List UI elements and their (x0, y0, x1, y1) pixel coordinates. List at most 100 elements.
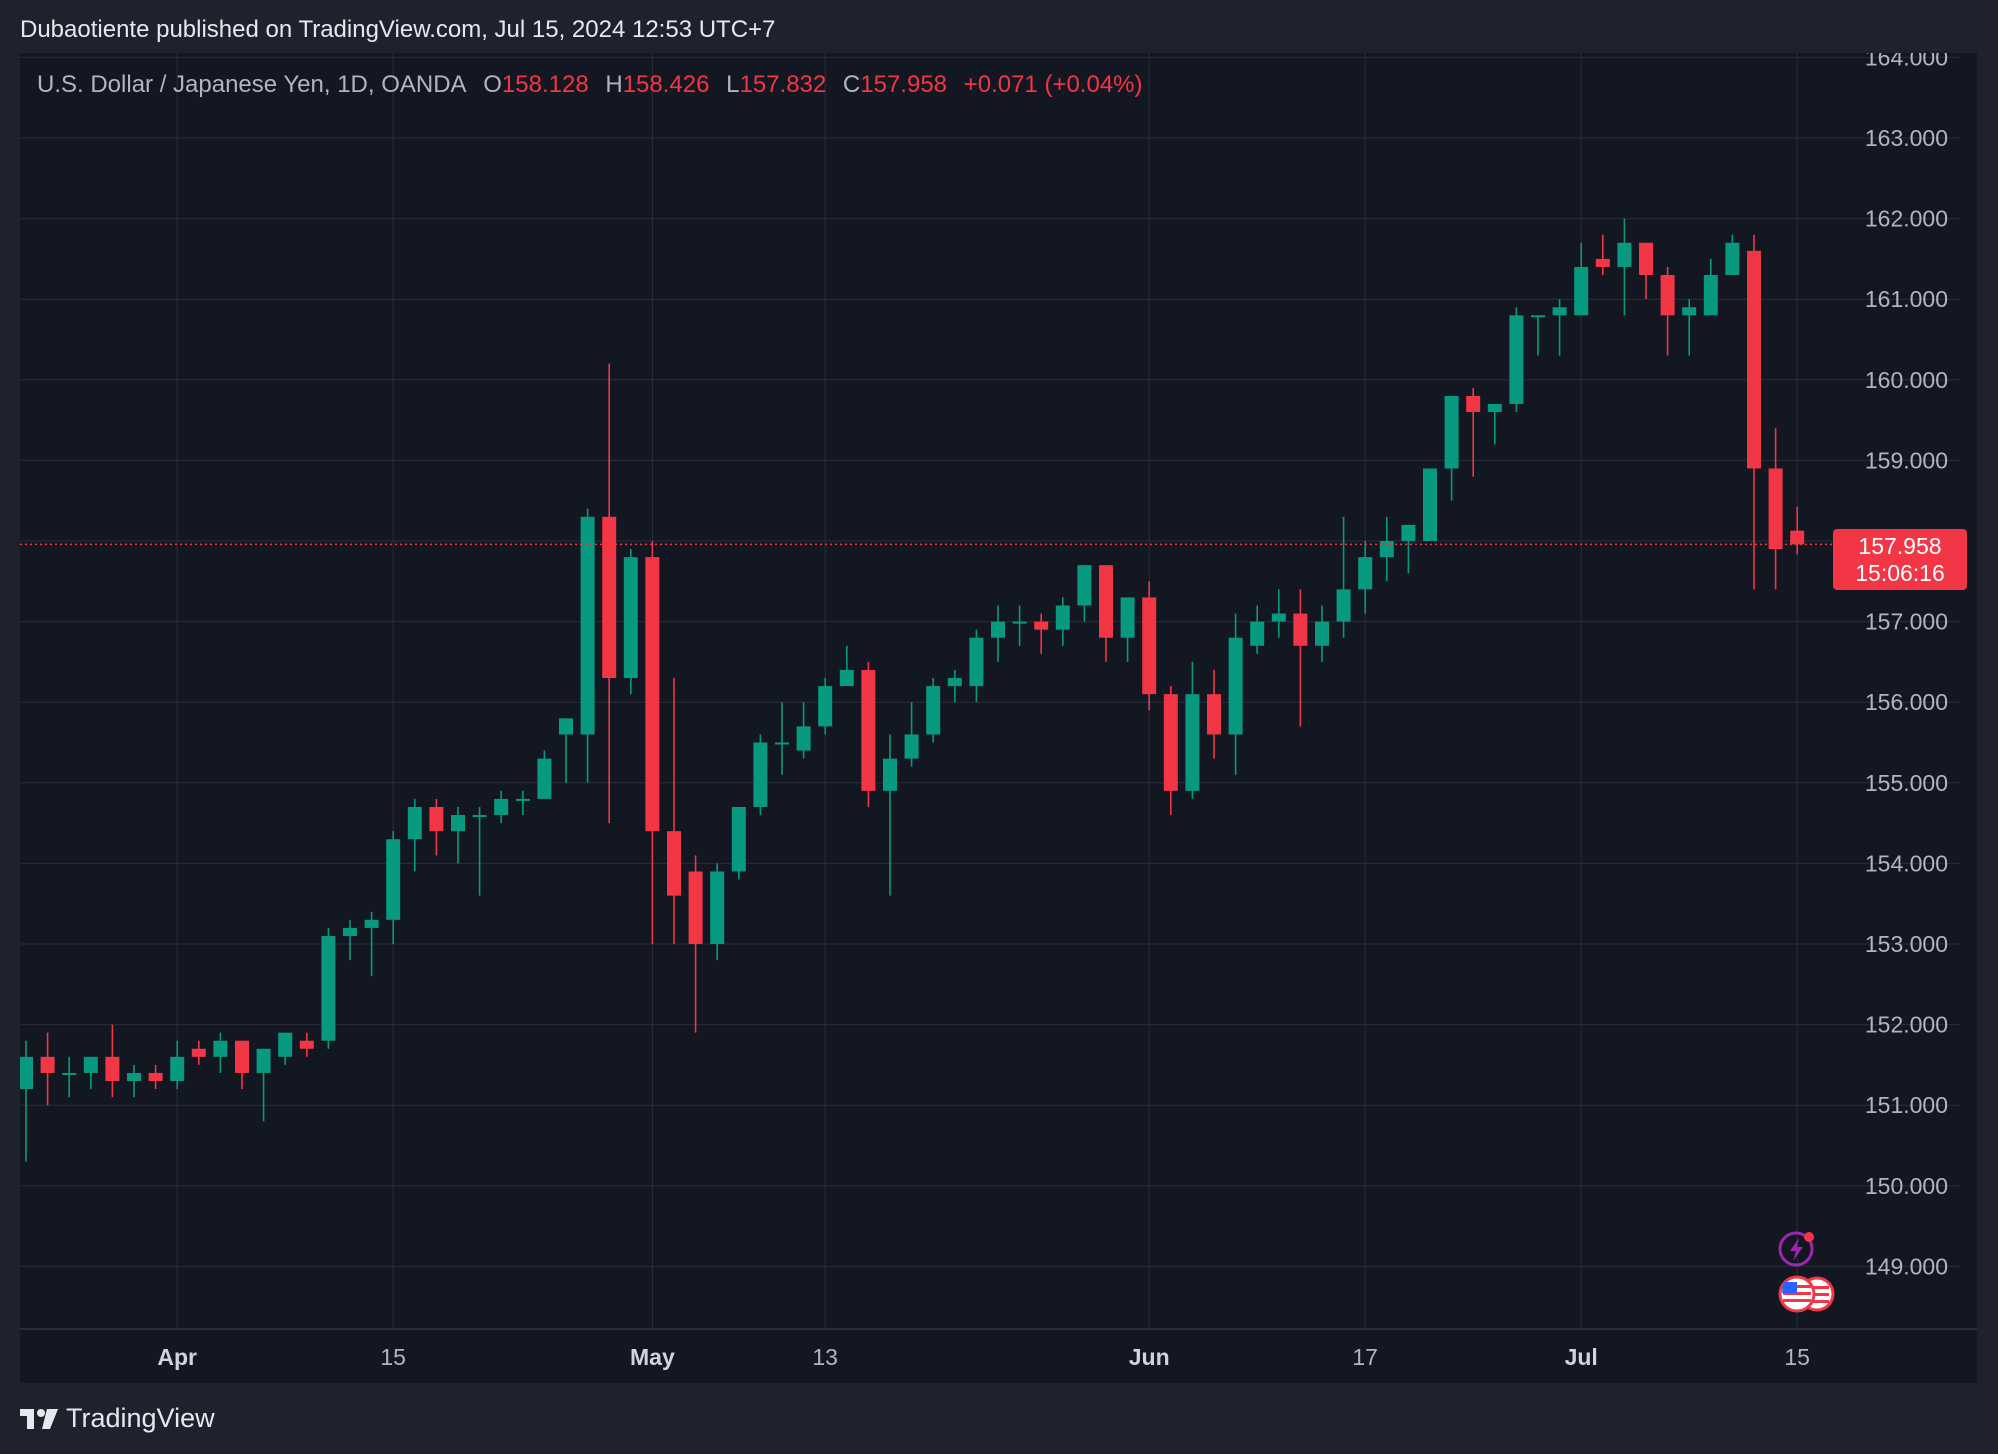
candle-body (1358, 557, 1373, 590)
candle-up (1487, 403, 1502, 445)
candle-down (235, 1040, 249, 1090)
change-value: +0.071 (+0.04%) (963, 71, 1143, 98)
candle-up (1315, 605, 1329, 662)
candle-down (1207, 669, 1221, 759)
candle-down (1768, 428, 1783, 590)
open-value: 158.128 (501, 71, 589, 98)
candle-up (256, 1048, 271, 1122)
candle-down (1034, 613, 1049, 654)
candle-body (386, 839, 401, 920)
candle-body (191, 1048, 206, 1057)
candle-up (386, 831, 401, 944)
candle-down (667, 678, 681, 944)
candle-body (667, 831, 681, 896)
price-tick-label: 156.000 (1865, 689, 1948, 715)
candle-body (580, 516, 595, 735)
chart-panel[interactable]: 164.000 163.000 162.000 161.000 160.000 159.0… (20, 53, 1977, 1383)
candle-body (861, 669, 876, 791)
symbol-name[interactable]: U.S. Dollar / Japanese Yen, 1D, OANDA (37, 71, 467, 98)
candle-down (1747, 234, 1761, 590)
candle-body (1271, 613, 1286, 622)
candle-body (753, 742, 768, 807)
candle-up (1703, 258, 1718, 316)
price-tick-label: 151.000 (1865, 1092, 1948, 1118)
candle-down (645, 541, 660, 944)
candle-body (1185, 694, 1200, 791)
price-tick-label: 149.000 (1865, 1253, 1948, 1279)
candle-body (515, 798, 530, 801)
candle-down (1790, 506, 1805, 555)
candle-body (1509, 315, 1524, 404)
grid-lines (20, 53, 1960, 1329)
time-tick-label: 13 (812, 1344, 838, 1370)
candle-up (1055, 597, 1070, 646)
candle-body (451, 815, 465, 832)
high-value: 158.426 (622, 71, 710, 98)
candle-up (170, 1040, 185, 1090)
time-tick-label: 17 (1352, 1344, 1378, 1370)
price-axis[interactable]: 164.000 163.000 162.000 161.000 160.000 159.0… (1865, 53, 1948, 1279)
candle-up (83, 1056, 98, 1090)
candle-body (127, 1072, 141, 1082)
candle-up (1617, 218, 1632, 316)
chart-canvas[interactable]: 164.000 163.000 162.000 161.000 160.000 159.0… (20, 53, 1977, 1383)
low-label: L (726, 71, 740, 98)
candle-up (213, 1032, 228, 1073)
candle-body (472, 815, 487, 818)
candle-body (213, 1040, 228, 1057)
tradingview-logo-icon (20, 1409, 58, 1429)
price-tick-label: 150.000 (1865, 1173, 1948, 1199)
candle-up (1379, 516, 1394, 582)
time-tick-label: Apr (157, 1344, 197, 1370)
candle-up (472, 806, 487, 896)
candle-up (343, 919, 357, 961)
price-tick-label: 163.000 (1865, 125, 1948, 151)
candle-body (1034, 621, 1049, 630)
price-tick-label: 154.000 (1865, 850, 1948, 876)
event-markers[interactable] (1777, 1230, 1837, 1330)
candle-body (20, 1056, 33, 1090)
candle-body (1531, 315, 1545, 318)
candle-down (148, 1064, 163, 1090)
close-value: 157.958 (860, 71, 948, 98)
lightning-event-icon[interactable] (1778, 1231, 1814, 1267)
footer-brand[interactable]: TradingView (20, 1403, 215, 1434)
candle-up (321, 927, 336, 1049)
candle-up (515, 790, 530, 816)
price-tick-label: 152.000 (1865, 1012, 1948, 1038)
candle-up (559, 718, 573, 783)
candle-body (1379, 541, 1394, 558)
candle-body (1293, 613, 1308, 646)
candle-up (904, 702, 919, 767)
candles (20, 218, 1805, 1162)
candle-up (127, 1064, 141, 1098)
candle-body (1401, 524, 1416, 541)
us-flag-icon[interactable] (1778, 1275, 1816, 1313)
candle-body (796, 726, 811, 751)
candle-up (991, 605, 1005, 662)
candle-up (883, 734, 897, 896)
candle-body (1682, 307, 1697, 316)
candle-up (1120, 597, 1135, 662)
candle-body (1595, 258, 1610, 267)
candle-body (170, 1056, 185, 1082)
time-axis[interactable]: Apr 15 May 13 Jun 17 Jul 15 (157, 1344, 1810, 1370)
candle-body (991, 621, 1005, 638)
candle-body (62, 1072, 77, 1075)
candle-up (839, 645, 854, 687)
candle-up (1531, 315, 1545, 356)
bar-countdown: 15:06:16 (1855, 560, 1945, 586)
candle-body (83, 1056, 98, 1073)
candle-body (645, 557, 660, 832)
candle-body (148, 1072, 163, 1082)
candle-body (839, 669, 854, 687)
candle-up (623, 549, 638, 695)
price-tick-label: 164.000 (1865, 53, 1948, 70)
candle-up (62, 1056, 77, 1098)
candle-body (688, 871, 703, 944)
candle-body (1250, 621, 1265, 646)
candle-body (1228, 637, 1243, 735)
candle-body (105, 1056, 120, 1082)
candle-body (364, 919, 379, 928)
candle-body (1768, 468, 1783, 550)
